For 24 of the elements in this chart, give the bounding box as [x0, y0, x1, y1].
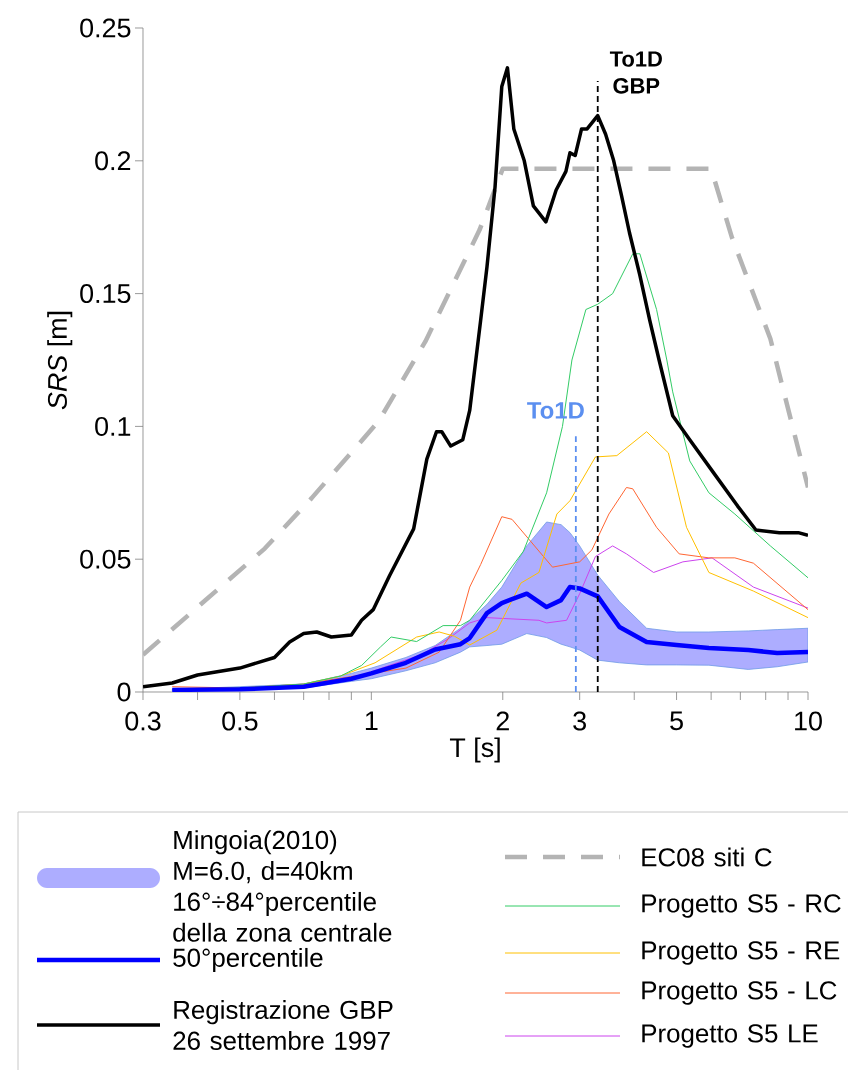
y-axis-title: SRS [m] [47, 311, 73, 410]
x-tick-label: 1 [365, 711, 378, 731]
x-tick-label: 0.5 [222, 711, 258, 731]
x-axis-title: T [s] [449, 737, 500, 763]
legend-label: Registrazione GBP 26 settembre 1997 [173, 1000, 393, 1050]
y-tick-label: 0.05 [80, 549, 131, 569]
x-tick-label: 2 [496, 711, 509, 731]
ref-line-label: To1D GBP [609, 51, 662, 94]
legend-label: Progetto S5 - RC [642, 894, 841, 918]
y-tick-label: 0.2 [95, 151, 131, 171]
x-tick-label: 3 [573, 711, 586, 731]
legend-label: Progetto S5 - LC [642, 981, 837, 1005]
y-tick-label: 0.15 [80, 284, 131, 304]
y-tick-label: 0 [117, 682, 131, 702]
x-tick-label: 0.3 [125, 711, 161, 731]
legend-label: 50°percentile [173, 947, 323, 973]
y-tick-label: 0.25 [80, 18, 131, 38]
x-tick-label: 10 [795, 711, 822, 731]
legend-label: EC08 siti C [642, 847, 772, 867]
x-tick-label: 5 [670, 711, 683, 731]
y-tick-label: 0.1 [95, 416, 131, 436]
text: Mingoia(2010) M=6.0, d=40km 16°÷84°percentile della zona centrale [173, 830, 392, 942]
legend-label: Progetto S5 LE [642, 1024, 818, 1048]
legend-label: Progetto S5 - RE [642, 941, 840, 965]
